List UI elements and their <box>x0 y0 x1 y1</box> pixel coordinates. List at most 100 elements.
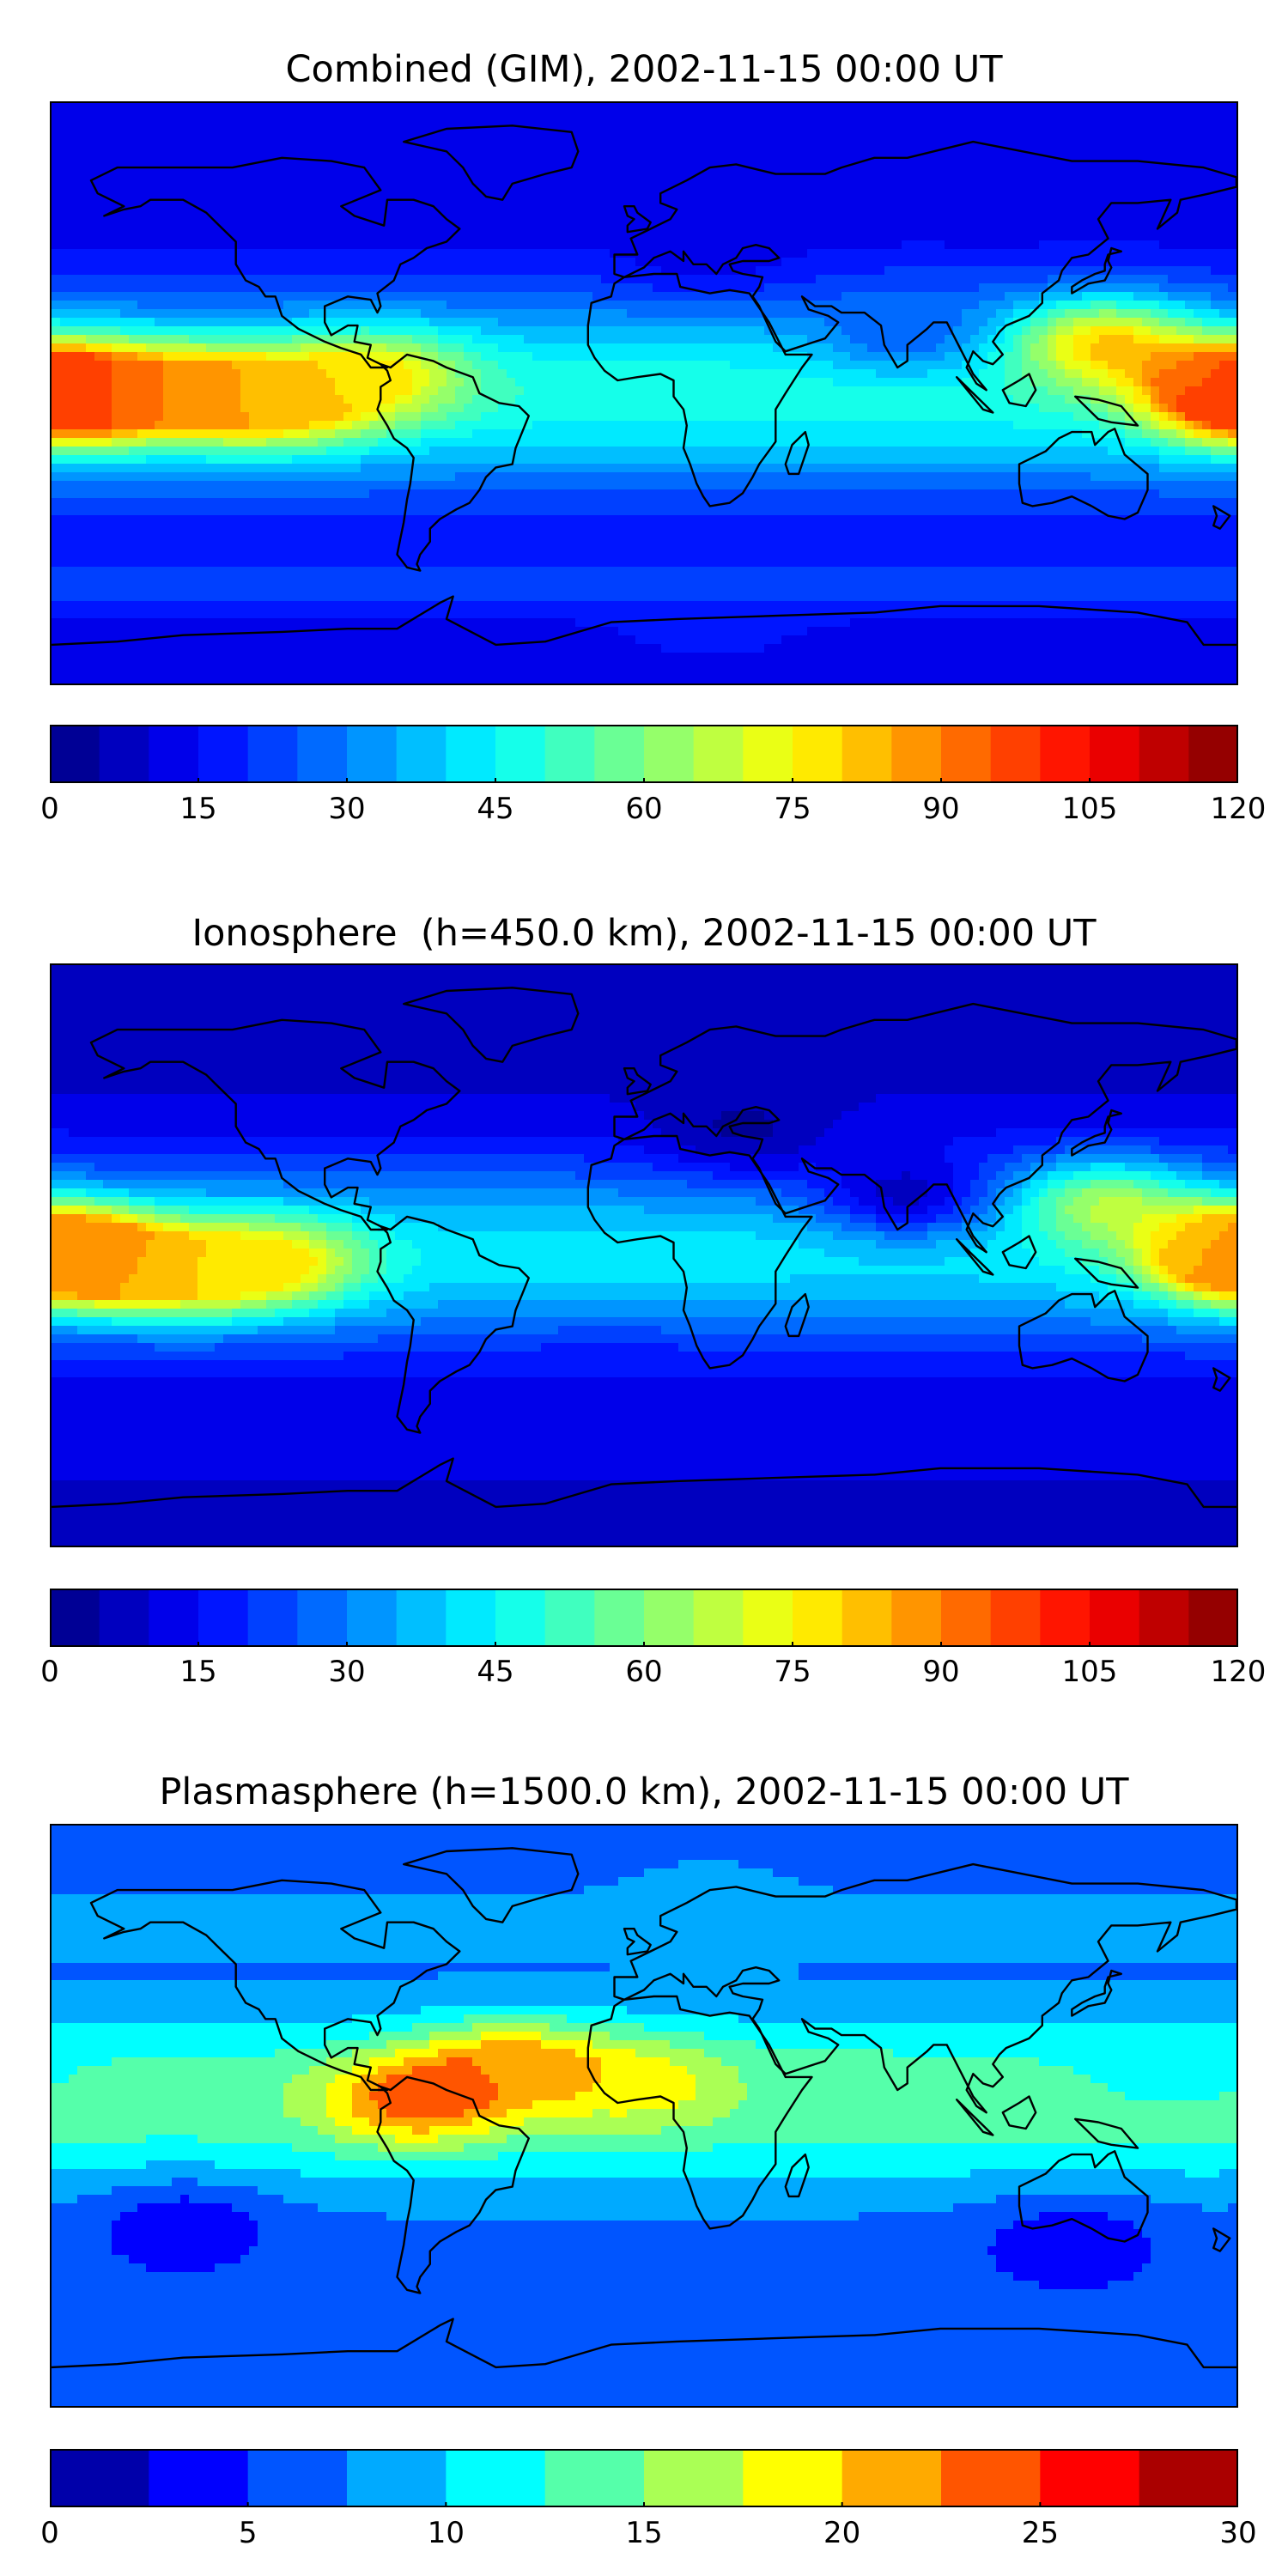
contour-cell <box>816 275 825 284</box>
contour-cell <box>867 163 877 173</box>
contour-cell <box>841 258 851 267</box>
contour-cell <box>610 137 619 147</box>
contour-cell <box>369 352 379 361</box>
contour-cell <box>1194 240 1203 250</box>
contour-cell <box>696 206 705 216</box>
contour-cell <box>1133 326 1143 336</box>
contour-cell <box>610 249 619 258</box>
contour-cell <box>103 266 112 276</box>
contour-cell <box>738 112 748 121</box>
contour-cell <box>266 215 276 224</box>
contour-cell <box>94 343 104 353</box>
contour-cell <box>558 137 568 147</box>
contour-cell <box>1142 318 1151 327</box>
contour-cell <box>1108 404 1117 413</box>
contour-cell <box>979 172 988 181</box>
contour-cell <box>876 309 885 319</box>
contour-cell <box>1013 180 1023 190</box>
contour-cell <box>841 112 851 121</box>
contour-cell <box>232 309 241 319</box>
contour-cell <box>155 146 164 155</box>
contour-cell <box>301 378 310 387</box>
contour-cell <box>137 335 147 344</box>
contour-cell <box>60 137 70 147</box>
contour-cell <box>1194 369 1203 379</box>
contour-cell <box>910 172 920 181</box>
contour-cell <box>386 292 396 301</box>
contour-cell <box>902 258 911 267</box>
contour-cell <box>859 283 868 293</box>
contour-cell <box>412 112 422 121</box>
contour-cell <box>859 352 868 361</box>
contour-cell <box>378 275 387 284</box>
contour-cell <box>1211 361 1220 370</box>
contour-cell <box>309 120 319 130</box>
contour-cell <box>498 180 507 190</box>
contour-cell <box>1099 292 1109 301</box>
contour-cell <box>335 404 344 413</box>
contour-cell <box>747 266 756 276</box>
contour-cell <box>318 318 327 327</box>
contour-cell <box>386 386 396 396</box>
contour-cell <box>936 112 945 121</box>
contour-cell <box>747 404 756 413</box>
contour-cell <box>215 395 224 404</box>
contour-cell <box>678 215 688 224</box>
contour-cell <box>103 197 112 207</box>
contour-cell <box>120 180 130 190</box>
contour-cell <box>103 301 112 310</box>
contour-cell <box>120 361 130 370</box>
contour-cell <box>94 335 104 344</box>
contour-cell <box>266 206 276 216</box>
contour-cell <box>644 361 653 370</box>
contour-cell <box>799 223 808 233</box>
contour-cell <box>1219 292 1229 301</box>
contour-cell <box>86 292 95 301</box>
contour-cell <box>1056 197 1066 207</box>
contour-cell <box>541 215 550 224</box>
contour-cell <box>1116 318 1126 327</box>
contour-cell <box>60 292 70 301</box>
contour-cell <box>180 378 190 387</box>
contour-cell <box>910 137 920 147</box>
contour-cell <box>910 378 920 387</box>
contour-cell <box>232 223 241 233</box>
contour-cell <box>584 180 593 190</box>
contour-cell <box>936 103 945 112</box>
contour-cell <box>704 249 714 258</box>
contour-cell <box>120 292 130 301</box>
contour-cell <box>120 412 130 422</box>
contour-cell <box>1125 189 1134 198</box>
contour-cell <box>790 103 799 112</box>
contour-cell <box>850 240 860 250</box>
contour-cell <box>1202 215 1212 224</box>
contour-cell <box>738 189 748 198</box>
contour-cell <box>532 223 542 233</box>
contour-cell <box>1108 137 1117 147</box>
contour-cell <box>704 258 714 267</box>
contour-cell <box>962 258 971 267</box>
contour-cell <box>678 232 688 241</box>
contour-cell <box>103 352 112 361</box>
contour-cell <box>180 112 190 121</box>
contour-cell <box>1125 129 1134 138</box>
contour-cell <box>962 361 971 370</box>
contour-cell <box>77 318 87 327</box>
contour-cell <box>627 163 636 173</box>
contour-cell <box>206 361 216 370</box>
contour-cell <box>618 215 628 224</box>
contour-cell <box>1133 309 1143 319</box>
contour-cell <box>352 361 361 370</box>
contour-cell <box>86 146 95 155</box>
contour-cell <box>206 283 216 293</box>
contour-cell <box>455 309 465 319</box>
contour-cell <box>687 189 696 198</box>
contour-cell <box>94 240 104 250</box>
contour-cell <box>1159 326 1169 336</box>
contour-cell <box>902 352 911 361</box>
contour-cell <box>249 275 258 284</box>
contour-cell <box>962 172 971 181</box>
contour-cell <box>386 283 396 293</box>
contour-cell <box>180 404 190 413</box>
contour-cell <box>618 352 628 361</box>
